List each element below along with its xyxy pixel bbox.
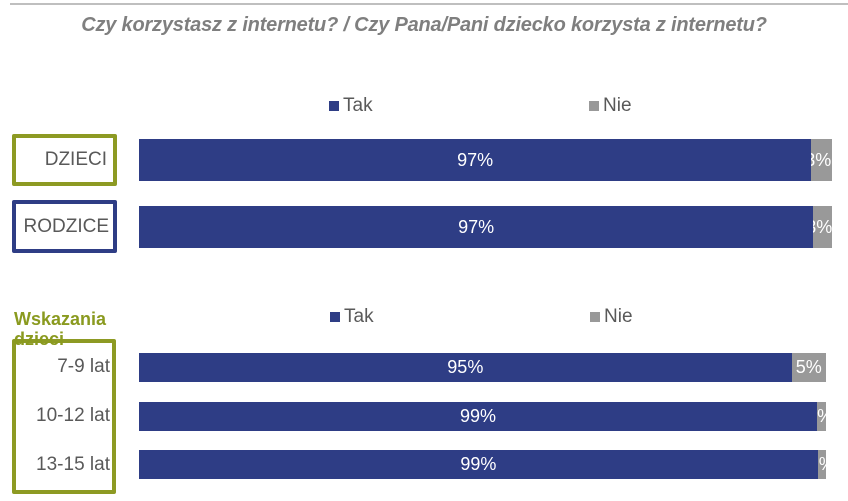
bar-10-12-lat: 99% 1% <box>139 402 826 431</box>
label-13-15-lat: 13-15 lat <box>36 454 110 475</box>
bar-segment-nie: 1% <box>817 450 826 479</box>
bar-segment-nie: 1% <box>817 402 826 431</box>
bar-segment-nie: 3% <box>811 139 832 181</box>
label-rodzice: RODZICE <box>12 200 117 253</box>
label-7-9-lat: 7-9 lat <box>57 356 110 377</box>
legend-label-nie: Nie <box>603 95 632 116</box>
bar-rodzice: 97% 3% <box>139 206 832 248</box>
legend-label-nie: Nie <box>604 306 633 327</box>
bar-segment-tak: 99% <box>139 402 818 431</box>
bar-segment-tak: 97% <box>139 206 814 248</box>
label-10-12-lat: 10-12 lat <box>36 405 110 426</box>
group-title-wskazania-dzieci: Wskazania dzieci <box>14 309 107 349</box>
legend-item-nie: Nie <box>590 306 633 328</box>
legend-label-tak: Tak <box>344 306 374 327</box>
bar-dzieci: 97% 3% <box>139 139 832 181</box>
bar-7-9-lat: 95% 5% <box>139 353 826 382</box>
legend-label-tak: Tak <box>343 95 373 116</box>
bar-13-15-lat: 99% 1% <box>139 450 826 479</box>
legend-item-nie: Nie <box>589 95 632 117</box>
legend-swatch-tak-icon <box>329 101 339 111</box>
top-divider <box>10 3 848 5</box>
legend-item-tak: Tak <box>330 306 374 328</box>
chart-title: Czy korzystasz z internetu? / Czy Pana/P… <box>81 14 767 36</box>
legend-item-tak: Tak <box>329 95 373 117</box>
legend-swatch-tak-icon <box>330 312 340 322</box>
legend-swatch-nie-icon <box>589 101 599 111</box>
bar-segment-tak: 95% <box>139 353 792 382</box>
label-dzieci: DZIECI <box>12 134 117 186</box>
bar-segment-nie: 5% <box>791 353 826 382</box>
legend-top: Tak Nie <box>0 95 848 117</box>
bar-segment-nie: 3% <box>813 206 832 248</box>
bar-segment-tak: 97% <box>139 139 812 181</box>
legend-swatch-nie-icon <box>590 312 600 322</box>
legend-bottom: Tak Nie <box>0 306 848 328</box>
age-group-box <box>12 339 116 494</box>
bar-segment-tak: 99% <box>139 450 818 479</box>
